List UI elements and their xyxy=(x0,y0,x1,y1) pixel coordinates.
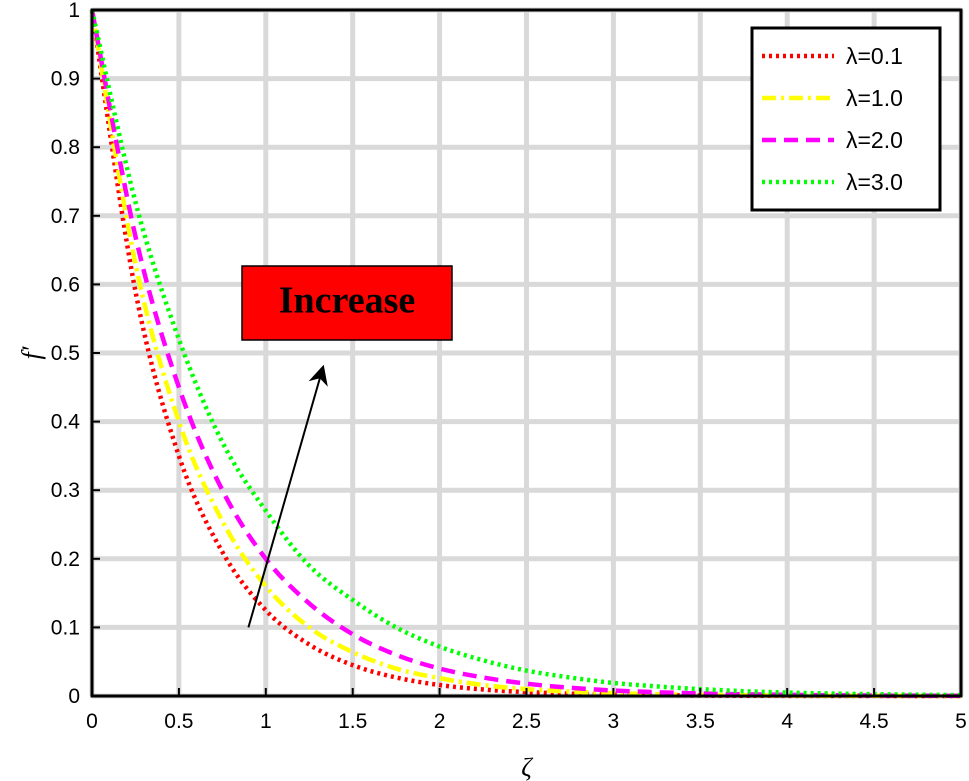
legend-label: λ=3.0 xyxy=(846,169,903,195)
x-axis-label: ζ xyxy=(521,753,533,781)
legend-label: λ=2.0 xyxy=(846,127,903,153)
y-tick-label: 0.8 xyxy=(51,136,80,159)
y-tick-label: 0.9 xyxy=(51,68,80,91)
x-tick-label: 3 xyxy=(608,710,620,733)
legend: λ=0.1 λ=1.0 λ=2.0 λ=3.0 xyxy=(750,26,942,212)
x-tick-label: 1 xyxy=(260,710,272,733)
series-line xyxy=(89,9,962,699)
x-tick-label: 0.5 xyxy=(164,710,193,733)
x-tick-label: 2.5 xyxy=(512,710,541,733)
x-tick-label: 4.5 xyxy=(859,710,888,733)
x-tick-label: 4 xyxy=(781,710,793,733)
x-tick-label: 0 xyxy=(86,710,98,733)
annotation: Increase xyxy=(241,265,453,628)
y-tick-label: 0.7 xyxy=(51,205,80,228)
y-tick-label: 0.3 xyxy=(51,479,80,502)
ticks: 0 0.5 1 1.5 2 2.5 3 3.5 4 4.5 5 0 0.1 0.2 0.3 0.4 0.5 0.6… xyxy=(51,0,967,733)
y-axis-label: f′ xyxy=(17,346,46,359)
x-tick-label: 1.5 xyxy=(338,710,367,733)
y-tick-label: 0.6 xyxy=(51,273,80,296)
x-tick-label: 5 xyxy=(955,710,967,733)
y-tick-label: 0 xyxy=(68,685,80,708)
y-tick-label: 0.4 xyxy=(51,411,81,434)
y-tick-label: 0.5 xyxy=(51,342,80,365)
legend-label: λ=1.0 xyxy=(846,85,903,111)
annotation-box xyxy=(241,265,453,341)
x-tick-label: 2 xyxy=(434,710,446,733)
x-tick-label: 3.5 xyxy=(686,710,715,733)
y-tick-label: 0.2 xyxy=(51,548,80,571)
y-tick-label: 1 xyxy=(68,0,80,22)
y-tick-label: 0.1 xyxy=(51,616,80,639)
annotation-text: Increase xyxy=(279,280,416,322)
legend-label: λ=0.1 xyxy=(846,43,903,69)
annotation-arrow xyxy=(247,364,328,628)
legend-box xyxy=(750,26,942,212)
